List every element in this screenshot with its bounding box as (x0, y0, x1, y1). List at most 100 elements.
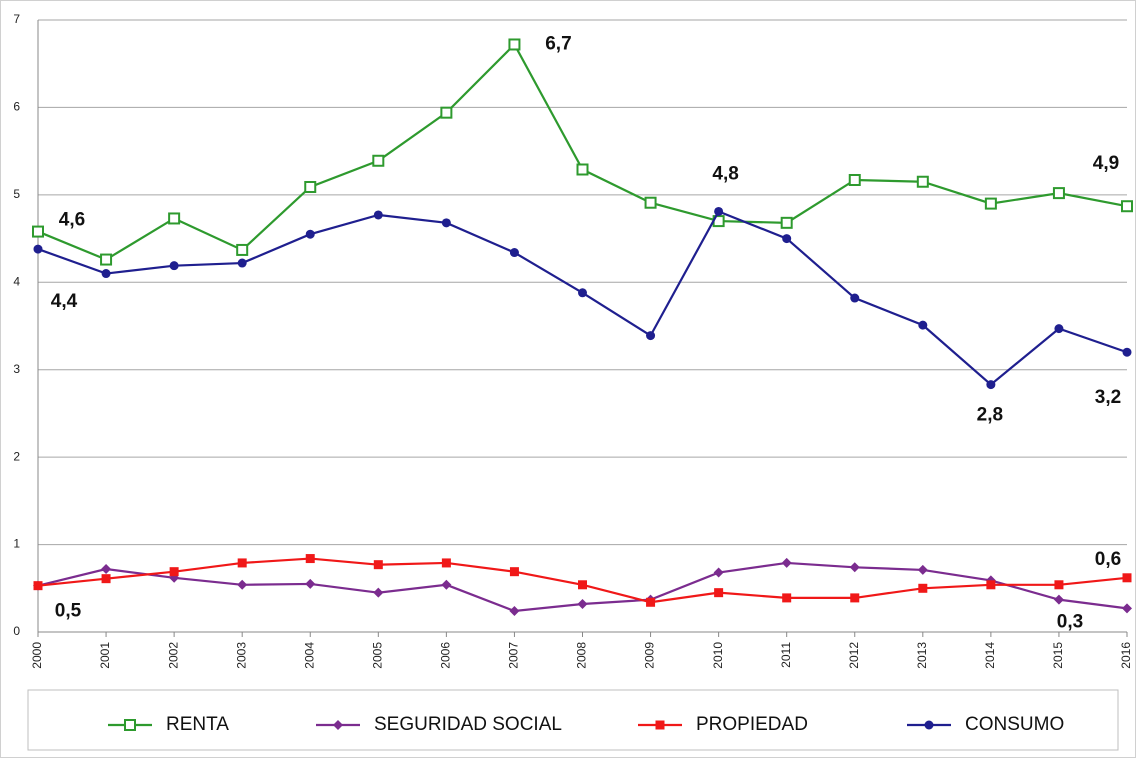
y-tick-label: 5 (13, 187, 20, 201)
marker (646, 331, 656, 341)
y-tick-label: 7 (13, 12, 20, 26)
marker (372, 154, 385, 167)
marker (305, 229, 315, 239)
marker (918, 583, 928, 593)
data-label: 3,2 (1095, 387, 1121, 408)
marker (986, 580, 996, 590)
y-tick-label: 2 (13, 449, 20, 463)
marker (440, 106, 453, 119)
marker (849, 562, 860, 573)
marker (782, 593, 792, 603)
x-tick-label: 2000 (30, 642, 44, 669)
marker (782, 234, 792, 244)
x-tick-label: 2009 (643, 642, 657, 669)
marker (33, 244, 43, 254)
legend-label: CONSUMO (965, 714, 1064, 735)
y-tick-label: 4 (13, 274, 20, 288)
data-label: 4,9 (1093, 153, 1119, 174)
marker (576, 163, 589, 176)
x-tick-label: 2004 (302, 642, 316, 669)
x-tick-label: 2002 (166, 642, 180, 669)
marker (101, 574, 111, 584)
marker (986, 380, 996, 390)
data-label: 2,8 (977, 405, 1003, 426)
marker (236, 243, 249, 256)
x-tick-label: 2012 (847, 642, 861, 669)
x-tick-label: 2008 (575, 642, 589, 669)
marker (305, 554, 315, 564)
y-tick-label: 0 (13, 624, 20, 638)
marker (32, 225, 44, 238)
marker (916, 175, 929, 188)
marker (848, 173, 861, 186)
data-label: 4,8 (712, 163, 738, 184)
marker (509, 567, 519, 577)
marker (578, 580, 587, 590)
data-label: 4,4 (51, 291, 78, 312)
x-tick-label: 2010 (711, 642, 725, 669)
marker (441, 579, 452, 590)
data-label: 0,6 (1095, 549, 1121, 570)
x-tick-label: 2001 (98, 642, 112, 669)
legend-label: SEGURIDAD SOCIAL (374, 714, 562, 735)
marker (713, 567, 724, 578)
marker (169, 261, 179, 271)
marker (237, 579, 248, 590)
x-tick-label: 2013 (915, 642, 929, 669)
marker (1052, 187, 1065, 200)
marker (237, 258, 247, 268)
marker (1121, 200, 1133, 213)
marker (780, 216, 793, 229)
marker (168, 212, 181, 225)
marker (577, 599, 588, 610)
marker (441, 218, 451, 228)
marker (714, 206, 724, 216)
marker (781, 557, 792, 568)
y-tick-label: 6 (13, 100, 20, 114)
x-tick-label: 2007 (507, 642, 521, 669)
marker (655, 720, 665, 730)
marker (101, 564, 112, 575)
marker (509, 606, 520, 617)
marker (1122, 347, 1132, 357)
marker (124, 719, 136, 731)
marker (100, 253, 113, 266)
marker (644, 196, 657, 209)
marker (918, 320, 928, 330)
legend-box (27, 689, 1119, 751)
marker (509, 248, 519, 258)
marker (924, 720, 934, 730)
marker (1122, 603, 1132, 614)
marker (1122, 573, 1132, 583)
marker (305, 578, 316, 589)
data-label: 4,6 (59, 210, 85, 231)
y-tick-label: 1 (13, 537, 20, 551)
x-tick-label: 2003 (234, 642, 248, 669)
marker (33, 581, 43, 591)
data-label: 0,3 (1057, 611, 1083, 632)
x-tick-label: 2011 (779, 642, 793, 668)
x-tick-label: 2006 (439, 642, 453, 669)
data-label: 0,5 (55, 601, 82, 622)
marker (169, 567, 179, 577)
y-tick-label: 3 (13, 362, 20, 376)
marker (917, 564, 928, 575)
marker (578, 288, 587, 298)
x-tick-label: 2015 (1051, 642, 1065, 669)
marker (1054, 324, 1064, 334)
marker (373, 587, 384, 598)
marker (850, 293, 860, 303)
x-tick-label: 2005 (370, 642, 384, 669)
data-label: 6,7 (545, 33, 571, 54)
marker (646, 597, 656, 607)
legend-label: RENTA (166, 714, 229, 735)
marker (1054, 580, 1064, 590)
marker (508, 38, 521, 51)
marker (714, 588, 724, 598)
x-tick-label: 2014 (983, 642, 997, 669)
marker (373, 560, 383, 570)
marker (1053, 594, 1064, 605)
marker (373, 210, 383, 220)
marker (101, 269, 111, 279)
